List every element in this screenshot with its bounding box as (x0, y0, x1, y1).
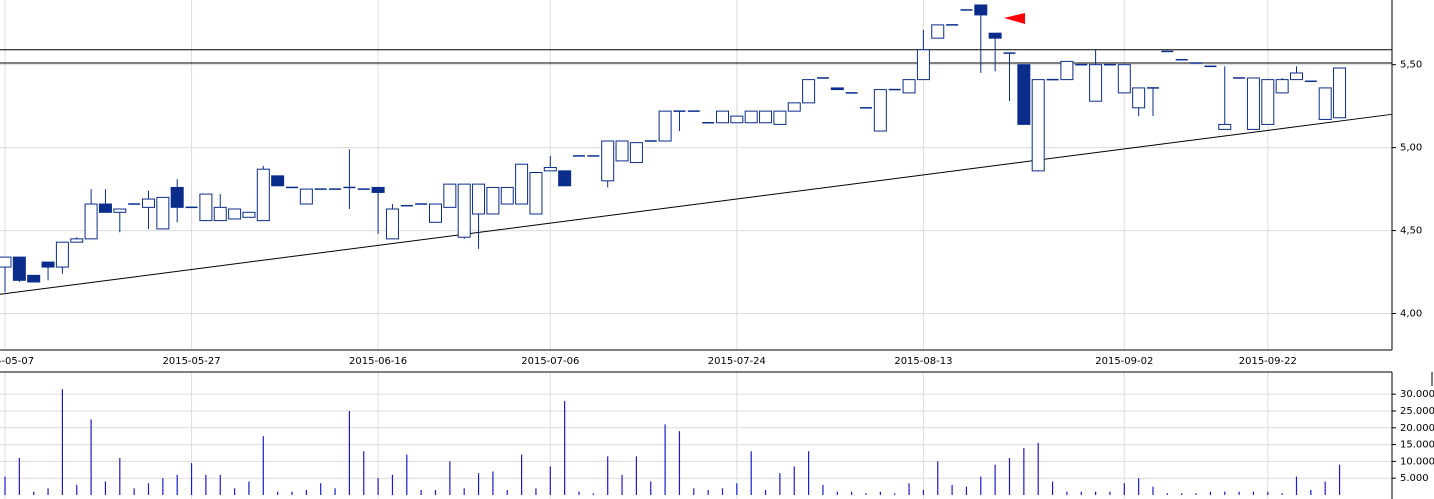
candle-body (1290, 72, 1303, 81)
x-tick-label: 2015-05-07 (0, 356, 34, 367)
candle-body (170, 186, 184, 208)
candle-body (41, 261, 55, 268)
candle-body (228, 208, 242, 220)
candle-body (457, 183, 471, 238)
candle-body (98, 203, 112, 213)
y-tick-label: 5,50 (1400, 60, 1422, 71)
candle-body (213, 206, 227, 222)
candle-body (1117, 64, 1131, 94)
candle-body (601, 140, 615, 182)
candle-body (802, 79, 816, 104)
candle-body (156, 196, 170, 230)
candle-body (486, 186, 500, 215)
candle-body (1246, 77, 1260, 130)
candle-body (1132, 87, 1146, 109)
candle-body (55, 241, 69, 268)
candle-body (515, 163, 529, 205)
candle-body (658, 110, 672, 142)
candle-body (558, 170, 572, 187)
x-tick-label: 2015-07-06 (521, 356, 579, 367)
y-tick-label: 25.000 (1400, 406, 1434, 417)
candle-body (271, 175, 285, 187)
y-tick-label: 15.000 (1400, 440, 1434, 451)
candle-body (773, 110, 787, 125)
candle-body (27, 274, 41, 283)
candle-body (299, 188, 313, 205)
candle-body (759, 110, 773, 124)
candle-body (615, 140, 629, 162)
candle-body (787, 102, 801, 112)
candle-body (242, 211, 256, 218)
candle-body (84, 203, 98, 240)
y-tick-label: 4,00 (1400, 309, 1422, 320)
candle-body (199, 193, 213, 222)
candle-body (371, 186, 385, 193)
signal-arrow (1004, 13, 1025, 24)
candle-body (142, 198, 155, 208)
candle-body (730, 115, 744, 124)
candle-body (529, 172, 543, 215)
candle-body (543, 167, 557, 172)
candle-body (1031, 79, 1045, 172)
candle-body (12, 256, 26, 281)
candle-body (385, 208, 399, 240)
candle-body (1060, 60, 1074, 81)
candle-body (931, 24, 945, 39)
candle-body (472, 183, 486, 215)
x-tick-label: 2015-09-02 (1095, 356, 1153, 367)
candle-body (916, 49, 930, 81)
candle-body (500, 186, 514, 205)
candle-body (429, 203, 442, 223)
y-tick-label: 4,50 (1400, 226, 1422, 237)
y-tick-label: 30.000 (1400, 389, 1434, 400)
x-tick-label: 2015-07-24 (708, 356, 766, 367)
candle-body (0, 256, 12, 268)
trend-line (0, 113, 1393, 295)
candle-body (256, 168, 270, 222)
x-tick-label: 2015-09-22 (1239, 356, 1297, 367)
candle-body (744, 110, 758, 124)
candle-body (1333, 67, 1347, 119)
candle-body (1017, 64, 1031, 125)
y-tick-label: 10.000 (1400, 456, 1434, 467)
x-tick-label: 2015-05-27 (162, 356, 220, 367)
candle-body (1318, 87, 1332, 120)
candle-body (70, 238, 84, 243)
candle-body (1089, 64, 1103, 102)
candle-body (113, 208, 127, 213)
candle-body (873, 89, 887, 132)
y-tick-label: 5,00 (1400, 143, 1422, 154)
candle-body (443, 183, 457, 208)
y-tick-label: 20.000 (1400, 423, 1434, 434)
candle-body (1275, 79, 1289, 94)
candle-body (1261, 79, 1275, 125)
x-tick-label: 2015-08-13 (894, 356, 952, 367)
candle-body (629, 142, 643, 164)
candle-body (974, 4, 988, 16)
candle-body (716, 110, 729, 124)
candle-body (1218, 123, 1232, 130)
x-tick-label: 2015-06-16 (349, 356, 407, 367)
y-tick-label: 5.000 (1400, 473, 1429, 484)
candle-body (830, 87, 844, 91)
candle-body (902, 79, 916, 94)
candle-body (988, 32, 1002, 39)
